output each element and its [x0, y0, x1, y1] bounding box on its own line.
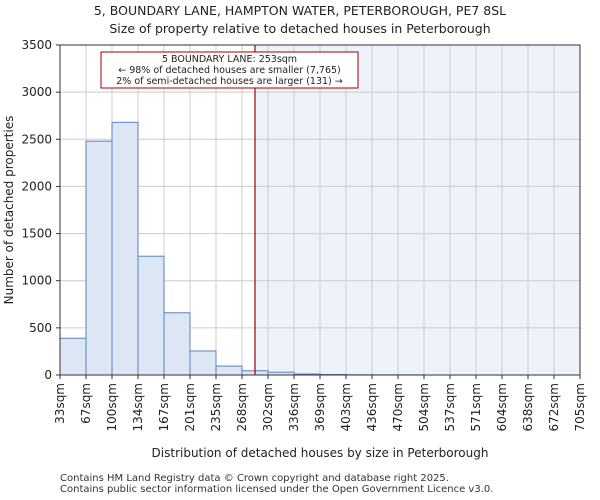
- x-tick-label: 504sqm: [417, 383, 431, 431]
- y-tick-label: 3000: [21, 85, 52, 99]
- footer-line-2: Contains public sector information licen…: [60, 484, 494, 495]
- annotation-line-2: ← 98% of detached houses are smaller (7,…: [118, 65, 341, 76]
- x-tick-label: 167sqm: [157, 383, 171, 431]
- bar: [85, 140, 113, 376]
- x-axis-ticks: 33sqm 67sqm 100sqm 134sqm 167sqm 201sqm 235sqm…: [53, 375, 587, 431]
- x-tick-label: 100sqm: [105, 383, 119, 431]
- bar: [137, 255, 165, 376]
- right-of-marker-shading: [255, 45, 580, 375]
- x-tick-label: 705sqm: [573, 383, 587, 431]
- y-tick-label: 2000: [21, 179, 52, 193]
- footer-line-1: Contains HM Land Registry data © Crown c…: [60, 473, 449, 484]
- y-tick-label: 0: [44, 368, 52, 382]
- chart-subtitle: Size of property relative to detached ho…: [109, 21, 491, 36]
- chart-title: 5, BOUNDARY LANE, HAMPTON WATER, PETERBO…: [93, 3, 507, 18]
- annotation-box: [100, 51, 359, 89]
- x-axis-label: Distribution of detached houses by size …: [152, 446, 489, 460]
- bar: [59, 337, 87, 376]
- x-tick-label: 33sqm: [53, 383, 67, 424]
- bar: [111, 121, 139, 376]
- y-tick-label: 2500: [21, 132, 52, 146]
- annotation-line-1: 5 BOUNDARY LANE: 253sqm: [162, 54, 297, 65]
- x-tick-label: 336sqm: [287, 383, 301, 431]
- x-tick-label: 201sqm: [183, 383, 197, 431]
- x-tick-label: 235sqm: [209, 383, 223, 431]
- bar: [163, 312, 191, 376]
- y-axis-label: Number of detached properties: [2, 116, 16, 305]
- x-tick-label: 571sqm: [469, 383, 483, 431]
- annotation-line-3: 2% of semi-detached houses are larger (1…: [116, 76, 343, 87]
- y-tick-label: 1500: [21, 227, 52, 241]
- x-tick-label: 537sqm: [443, 383, 457, 431]
- x-tick-label: 67sqm: [79, 383, 93, 424]
- x-tick-label: 436sqm: [365, 383, 379, 431]
- x-tick-label: 302sqm: [261, 383, 275, 431]
- marker-annotation: 5 BOUNDARY LANE: 253sqm ← 98% of detache…: [100, 51, 359, 89]
- x-tick-label: 638sqm: [521, 383, 535, 431]
- bar: [189, 350, 217, 376]
- x-tick-label: 470sqm: [391, 383, 405, 431]
- x-tick-label: 403sqm: [339, 383, 353, 431]
- y-tick-label: 1000: [21, 274, 52, 288]
- bar: [215, 365, 243, 376]
- x-tick-label: 672sqm: [547, 383, 561, 431]
- x-tick-label: 369sqm: [313, 383, 327, 431]
- x-tick-label: 268sqm: [235, 383, 249, 431]
- x-tick-label: 604sqm: [495, 383, 509, 431]
- y-tick-label: 500: [29, 321, 52, 335]
- y-tick-label: 3500: [21, 38, 52, 52]
- x-tick-label: 134sqm: [131, 383, 145, 431]
- y-axis-ticks: 0 500 1000 1500 2000 2500 3000 3500: [21, 38, 60, 382]
